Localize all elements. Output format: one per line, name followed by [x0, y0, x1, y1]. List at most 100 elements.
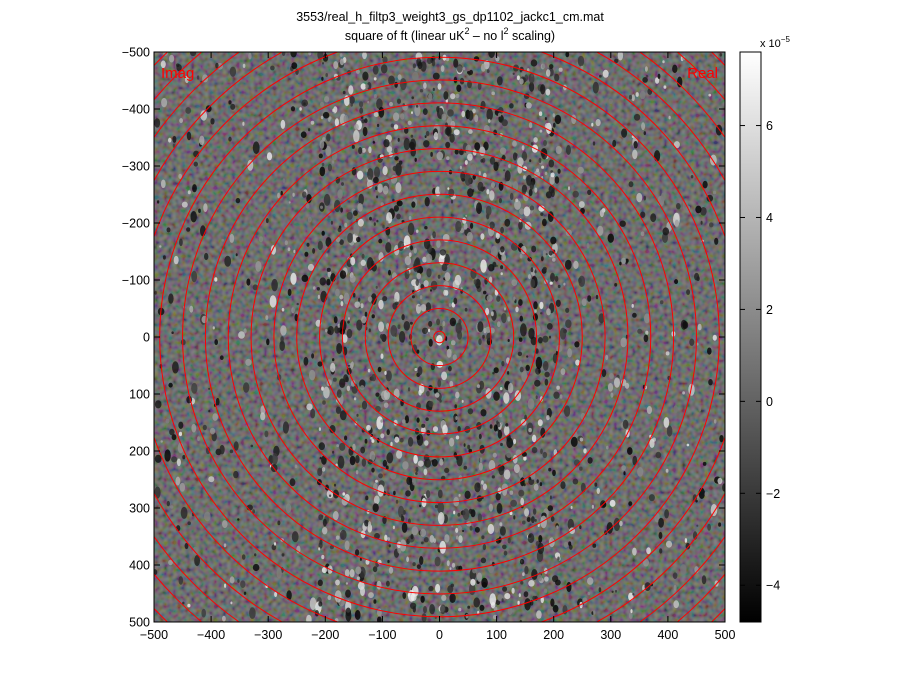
heatmap-spot	[504, 218, 511, 227]
heatmap-spot	[507, 339, 510, 342]
heatmap-spot	[450, 340, 456, 346]
heatmap-spot	[583, 448, 587, 454]
heatmap-spot	[403, 137, 410, 151]
heatmap-spot	[477, 482, 481, 488]
heatmap-spot	[456, 454, 463, 467]
heatmap-spot	[436, 361, 443, 368]
heatmap-spot	[496, 295, 501, 302]
heatmap-spot	[392, 302, 398, 310]
heatmap-spot	[520, 245, 527, 255]
heatmap-spot	[327, 163, 332, 172]
heatmap-spot	[580, 65, 584, 70]
heatmap-spot	[361, 253, 365, 259]
heatmap-spot	[204, 252, 209, 261]
heatmap-spot	[403, 321, 410, 331]
x-tick-label: −300	[254, 628, 282, 642]
heatmap-spot	[543, 140, 547, 146]
heatmap-spot	[339, 239, 344, 245]
heatmap-spot	[351, 144, 355, 149]
heatmap-spot	[492, 261, 497, 268]
heatmap-spot	[319, 456, 322, 460]
heatmap-spot	[421, 541, 424, 545]
heatmap-spot	[673, 141, 680, 149]
heatmap-spot	[276, 567, 282, 579]
heatmap-spot	[485, 326, 491, 333]
heatmap-spot	[432, 426, 439, 432]
heatmap-spot	[457, 426, 461, 432]
heatmap-spot	[552, 113, 555, 118]
heatmap-spot	[353, 129, 360, 143]
heatmap-spot	[290, 52, 297, 58]
heatmap-spot	[431, 59, 436, 67]
heatmap-spot	[549, 64, 554, 69]
heatmap-spot	[317, 467, 323, 477]
heatmap-spot	[689, 338, 695, 346]
heatmap-spot	[400, 113, 405, 120]
heatmap-spot	[467, 408, 474, 415]
heatmap-spot	[480, 159, 484, 163]
heatmap-spot	[450, 120, 456, 129]
heatmap-spot	[664, 509, 669, 519]
heatmap-spot	[329, 425, 336, 434]
heatmap-spot	[420, 528, 427, 538]
y-tick-label: −300	[122, 160, 150, 174]
heatmap-spot	[321, 455, 327, 465]
heatmap-spot	[334, 199, 341, 213]
heatmap-spot	[540, 212, 544, 216]
heatmap-spot	[655, 77, 660, 84]
heatmap-spot	[498, 465, 504, 476]
heatmap-spot	[166, 500, 170, 507]
heatmap-spot	[491, 475, 495, 479]
heatmap-spot	[489, 560, 493, 565]
heatmap-spot	[510, 499, 517, 507]
heatmap-spot	[369, 216, 372, 221]
heatmap-spot	[515, 153, 518, 157]
heatmap-spot	[439, 325, 443, 331]
heatmap-spot	[205, 105, 212, 113]
heatmap-spot	[214, 277, 218, 282]
heatmap-spot	[418, 304, 421, 307]
heatmap-spot	[425, 302, 432, 312]
heatmap-spot	[307, 216, 312, 223]
heatmap-spot	[401, 522, 408, 533]
heatmap-spot	[401, 419, 406, 424]
heatmap-spot	[356, 170, 364, 180]
heatmap-spot	[359, 407, 362, 410]
heatmap-spot	[355, 455, 360, 464]
heatmap-spot	[663, 417, 670, 428]
heatmap-spot	[487, 523, 495, 535]
heatmap-spot	[344, 222, 348, 228]
heatmap-spot	[357, 218, 364, 227]
heatmap-spot	[179, 238, 183, 247]
heatmap-spot	[542, 335, 549, 343]
heatmap-spot	[171, 434, 177, 441]
heatmap-spot	[481, 535, 485, 540]
heatmap-spot	[446, 345, 450, 350]
heatmap-spot	[621, 257, 627, 265]
heatmap-spot	[554, 114, 562, 125]
heatmap-spot	[292, 307, 295, 313]
heatmap-spot	[222, 615, 226, 622]
heatmap-spot	[439, 458, 444, 466]
annotation-imag: Imag	[161, 65, 194, 82]
heatmap-spot	[238, 331, 245, 339]
heatmap-spot	[444, 272, 451, 282]
heatmap-spot	[448, 437, 455, 447]
heatmap-spot	[322, 137, 326, 142]
heatmap-spot	[384, 534, 388, 542]
heatmap-spot	[390, 174, 398, 184]
heatmap-spot	[602, 69, 609, 78]
heatmap-spot	[316, 287, 320, 291]
heatmap-spot	[713, 419, 717, 424]
heatmap-spot	[631, 94, 635, 102]
heatmap-spot	[580, 482, 586, 493]
heatmap-spot	[451, 562, 456, 568]
heatmap-spot	[248, 52, 252, 60]
heatmap-spot	[404, 415, 409, 424]
heatmap-spot	[643, 195, 646, 201]
heatmap-spot	[496, 76, 503, 86]
heatmap-spot	[432, 231, 436, 239]
heatmap-spot	[319, 277, 327, 286]
heatmap-spot	[662, 227, 670, 236]
